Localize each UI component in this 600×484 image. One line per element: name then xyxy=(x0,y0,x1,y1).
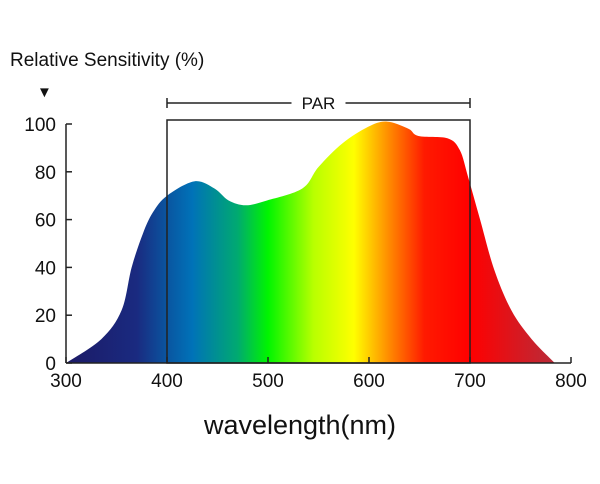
y-tick-label: 80 xyxy=(35,163,56,184)
y-axis-label: Relative Sensitivity (%) xyxy=(10,50,204,71)
x-tick-label: 800 xyxy=(555,371,587,392)
x-tick-label: 500 xyxy=(252,371,284,392)
x-axis-label: wavelength(nm) xyxy=(203,410,396,440)
axes: 300 400 500 600 700 800 0 20 40 60 80 100 xyxy=(24,115,587,392)
par-bracket: PAR xyxy=(166,94,471,113)
x-tick-label: 300 xyxy=(50,371,82,392)
y-tick-label: 20 xyxy=(35,306,56,327)
y-tick-label: 0 xyxy=(45,354,56,375)
y-axis-arrow-icon: ▼ xyxy=(37,84,52,101)
x-tick-label: 700 xyxy=(454,371,486,392)
y-tick-label: 100 xyxy=(24,115,56,136)
x-tick-label: 600 xyxy=(353,371,385,392)
y-tick-label: 60 xyxy=(35,211,56,232)
y-tick-label: 40 xyxy=(35,258,56,279)
par-box xyxy=(166,119,471,364)
par-label: PAR xyxy=(302,94,336,113)
x-tick-label: 400 xyxy=(151,371,183,392)
sensitivity-area xyxy=(66,121,555,363)
